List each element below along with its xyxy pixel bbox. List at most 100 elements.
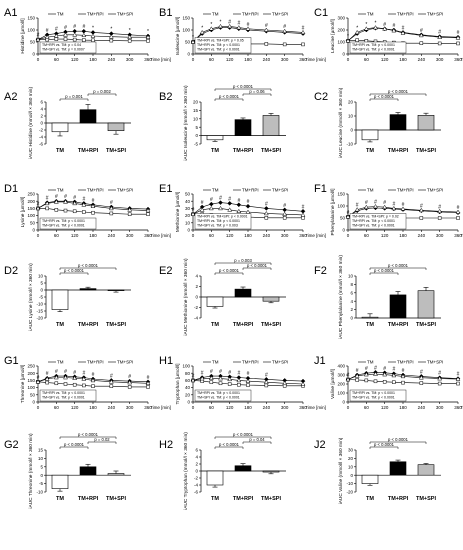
legend-label: TM+SPI (427, 12, 443, 17)
category-label: TM+SPI (261, 496, 281, 502)
series-line-2 (37, 34, 148, 40)
stats-box (194, 389, 252, 402)
y-tick-label: 10 (348, 464, 354, 469)
panel-E2: E2 iAUC Methionine (mmol/l × 360 min) -4 -2… (159, 258, 286, 336)
data-point (127, 207, 133, 212)
significance-marker: # (265, 372, 268, 378)
category-label: TM+RPI (78, 496, 99, 502)
series-line-2 (192, 26, 304, 43)
y-tick-label: 4 (40, 107, 43, 112)
panel-D2: D2 iAUC Lysine (mmol/l × 360 min) -20 -15 -1… (4, 263, 131, 331)
significance-marker: # (64, 369, 67, 375)
data-point (91, 384, 95, 388)
category-label: TM+SPI (416, 148, 436, 154)
series-line-0 (347, 379, 458, 384)
x-tick-label: 0 (347, 57, 350, 62)
y-axis-label: Phenylalanine [µmol/l] (330, 188, 336, 235)
data-point (264, 383, 269, 388)
data-point (145, 34, 151, 39)
x-tick-label: 120 (226, 233, 234, 238)
data-point (63, 37, 68, 41)
y-tick-label: 250 (27, 192, 35, 197)
significance-bracket (369, 272, 399, 275)
significance-marker: * (92, 25, 94, 31)
data-point (108, 379, 114, 384)
x-tick-label: 300 (126, 233, 134, 238)
data-point (300, 29, 306, 35)
data-point (391, 205, 397, 211)
data-point (72, 382, 77, 387)
legend-label: TM (57, 360, 64, 365)
legend-label: TM+RPI (397, 360, 414, 365)
significance-marker: # (265, 201, 268, 207)
panel-B2: B2 iAUC Isoleucine (mmol/l × 360 min) -5 0 5… (159, 84, 286, 161)
stats-box (349, 213, 407, 230)
y-tick-label: -10 (346, 481, 353, 486)
data-point (282, 380, 288, 386)
category-label: TM (56, 496, 64, 502)
significance-marker: * (347, 34, 349, 40)
y-tick-label: 40 (185, 199, 191, 204)
x-axis-label: Time [min] (460, 233, 463, 238)
x-tick-label: 60 (54, 233, 60, 238)
y-tick-label: 10 (348, 274, 354, 279)
data-point (44, 376, 50, 381)
data-point (208, 375, 214, 380)
significance-marker: # (228, 19, 231, 25)
y-tick-label: 60 (185, 378, 191, 383)
y-tick-label: -5 (194, 142, 198, 147)
y-tick-label: 200 (337, 28, 345, 33)
x-tick-label: 120 (381, 233, 389, 238)
y-tick-label: 0 (342, 228, 345, 233)
p-value-label: p = 0.06 (249, 89, 265, 94)
significance-bracket (242, 267, 272, 270)
significance-marker: # (192, 207, 195, 213)
x-tick-label: 120 (71, 57, 79, 62)
stats-text: TM+SPI vs. TM: p < 0.0001 (197, 396, 240, 400)
y-tick-label: 50 (30, 220, 36, 225)
significance-marker: # (402, 368, 405, 374)
significance-bracket (242, 93, 272, 96)
data-point (345, 214, 351, 219)
significance-marker: # (82, 196, 85, 202)
y-tick-label: 150 (27, 16, 35, 21)
y-tick-label: 8 (350, 282, 353, 287)
y-tick-label: 150 (337, 192, 345, 197)
y-tick-label: 150 (27, 206, 35, 211)
bar-1 (79, 288, 97, 291)
x-tick-label: 240 (418, 233, 426, 238)
data-point (108, 34, 114, 39)
y-tick-label: 100 (337, 40, 345, 45)
data-point (63, 375, 68, 380)
legend-label: TM+SPI (272, 188, 288, 193)
category-label: TM+SPI (261, 148, 281, 154)
data-point (345, 376, 351, 382)
data-point (419, 216, 424, 220)
y-tick-label: 200 (337, 382, 345, 387)
y-tick-label: -6 (39, 142, 43, 147)
x-tick-label: 0 (37, 233, 40, 238)
data-point (127, 39, 132, 43)
y-tick-label: -4 (194, 316, 198, 321)
significance-marker: # (92, 372, 95, 378)
series-line-2 (347, 27, 459, 42)
y-tick-label: -20 (346, 490, 353, 495)
data-point (418, 32, 424, 38)
y-tick-label: 0 (342, 52, 345, 57)
significance-marker: * (220, 19, 222, 25)
bar-0 (206, 296, 224, 307)
y-axis-label: iAUC Isoleucine (mmol/l × 360 min) (183, 85, 189, 161)
significance-marker: # (73, 195, 76, 201)
series-line-2 (192, 208, 304, 216)
p-value-label: p < 0.0001 (78, 263, 99, 268)
data-point (401, 380, 405, 385)
significance-marker: # (110, 373, 113, 379)
data-point (456, 41, 460, 46)
series-line-0 (38, 208, 148, 215)
y-tick-label: 20 (348, 456, 354, 461)
series-line-2 (347, 206, 459, 218)
data-point (53, 199, 59, 204)
series-line-2 (192, 377, 304, 385)
y-tick-label: 300 (337, 373, 345, 378)
